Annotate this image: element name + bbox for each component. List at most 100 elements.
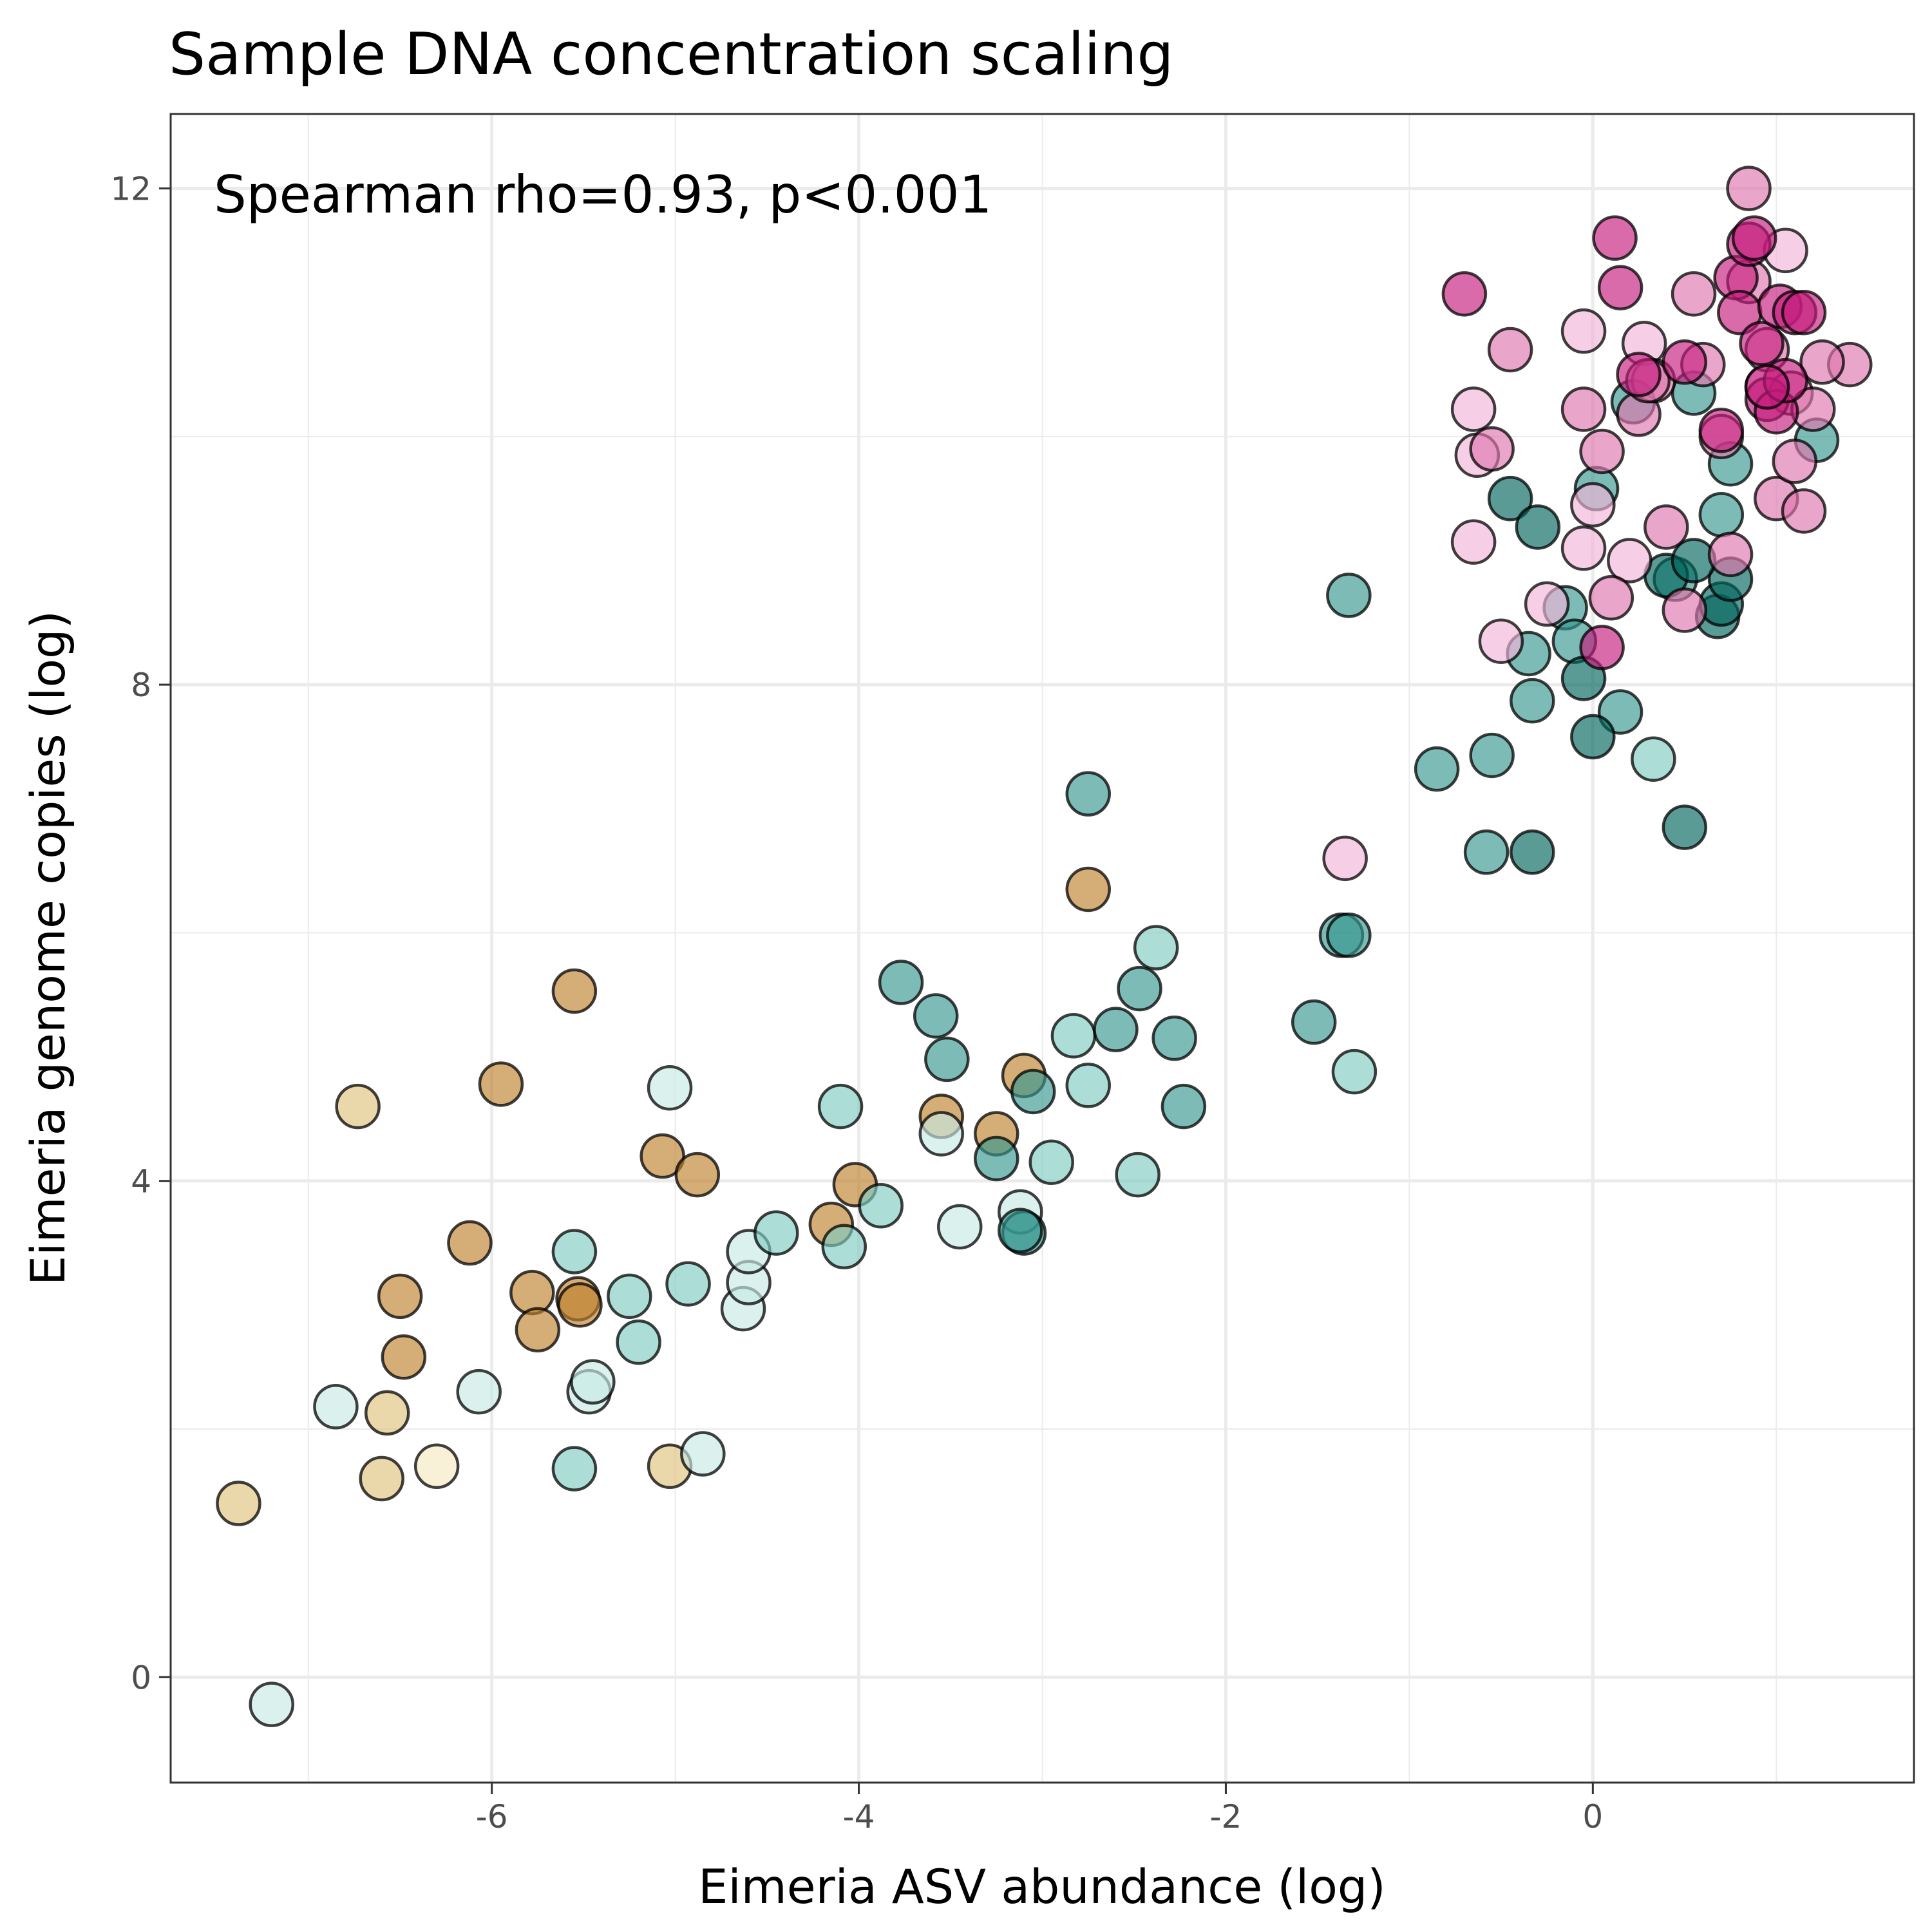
- data-point: [509, 1269, 555, 1316]
- data-point: [1510, 829, 1555, 875]
- data-point: [647, 1065, 693, 1111]
- data-point: [1607, 538, 1653, 583]
- x-tick-label: 0: [1582, 1798, 1603, 1835]
- data-point: [551, 1446, 598, 1492]
- data-point: [924, 1036, 970, 1083]
- data-point: [478, 1061, 524, 1107]
- data-point: [1487, 327, 1533, 373]
- data-point: [413, 1443, 460, 1490]
- data-point: [1441, 271, 1488, 317]
- data-point: [1115, 1151, 1160, 1198]
- spearman-annotation: Spearman rho=0.93, p<0.001: [214, 165, 992, 225]
- data-point: [1065, 1063, 1111, 1108]
- data-point: [1050, 1013, 1097, 1059]
- data-point: [821, 1224, 867, 1270]
- data-point: [1010, 1068, 1056, 1115]
- data-point: [1671, 271, 1717, 317]
- data-point: [1662, 804, 1708, 850]
- data-point: [616, 1319, 661, 1365]
- y-tick-label: 4: [131, 1163, 151, 1200]
- data-point: [1616, 352, 1662, 397]
- data-point: [1579, 625, 1625, 670]
- y-tick-label: 12: [110, 171, 151, 208]
- data-point: [1560, 525, 1607, 571]
- data-point: [1463, 829, 1510, 875]
- data-point: [216, 1481, 261, 1526]
- y-axis-title: Eimeria genome copies (log): [21, 611, 76, 1285]
- data-point: [381, 1334, 427, 1380]
- data-point: [1450, 386, 1497, 432]
- data-point: [1781, 289, 1827, 336]
- data-point: [377, 1273, 423, 1320]
- data-point: [335, 1083, 381, 1130]
- data-point: [1469, 732, 1515, 779]
- data-point: [674, 1151, 721, 1198]
- data-point: [359, 1455, 404, 1502]
- data-point: [665, 1261, 711, 1307]
- x-tick-label: -4: [843, 1798, 875, 1835]
- data-point: [1133, 925, 1179, 971]
- data-points: [216, 166, 1873, 1727]
- data-point: [1414, 746, 1460, 792]
- data-point: [1631, 736, 1676, 782]
- x-tick-label: -6: [476, 1798, 508, 1835]
- x-tick-label: -2: [1210, 1798, 1242, 1835]
- data-point: [1781, 488, 1827, 534]
- data-point: [1570, 714, 1616, 760]
- data-point: [1662, 339, 1708, 385]
- data-point: [998, 1208, 1043, 1254]
- plot-border: [169, 113, 1915, 1784]
- data-point: [1698, 407, 1745, 453]
- data-point: [1065, 866, 1111, 913]
- data-point: [557, 1282, 603, 1328]
- data-point: [1588, 575, 1634, 621]
- data-point: [1487, 475, 1533, 522]
- data-point: [313, 1384, 359, 1430]
- data-point: [1322, 835, 1368, 882]
- data-point: [1662, 587, 1708, 633]
- y-tick-label: 8: [131, 667, 151, 704]
- data-point: [1592, 215, 1638, 261]
- data-point: [1515, 504, 1561, 550]
- data-point: [1570, 482, 1616, 528]
- data-point: [913, 993, 959, 1039]
- data-point: [1739, 321, 1785, 366]
- data-point: [680, 1431, 726, 1477]
- data-point: [249, 1681, 294, 1727]
- data-point: [1450, 519, 1497, 565]
- data-point: [1510, 677, 1555, 724]
- data-point: [1597, 265, 1643, 310]
- data-point: [1291, 999, 1337, 1045]
- data-point: [1698, 491, 1745, 538]
- axes: -6 -4 -2 0 0 4 8 12: [110, 171, 1603, 1835]
- data-point: [570, 1359, 616, 1405]
- data-point: [1726, 166, 1772, 211]
- data-point: [1744, 364, 1790, 410]
- data-point: [551, 1229, 598, 1274]
- data-point: [858, 1182, 904, 1229]
- chart-title: Sample DNA concentration scaling: [169, 21, 1174, 88]
- data-point: [515, 1307, 561, 1353]
- data-point: [1579, 428, 1625, 475]
- data-point: [817, 1083, 864, 1130]
- data-point: [1524, 581, 1570, 627]
- data-point: [1469, 426, 1515, 472]
- data-point: [1326, 573, 1372, 618]
- data-point: [1731, 215, 1777, 261]
- data-point: [1560, 308, 1607, 354]
- y-tick-label: 0: [131, 1659, 151, 1696]
- data-point: [607, 1273, 652, 1320]
- data-point: [1478, 618, 1524, 664]
- data-point: [753, 1210, 799, 1256]
- data-point: [878, 960, 924, 1005]
- data-point: [974, 1135, 1019, 1182]
- data-point: [456, 1368, 502, 1415]
- data-point: [364, 1390, 410, 1436]
- data-point: [1160, 1083, 1207, 1130]
- data-point: [551, 968, 598, 1014]
- data-point: [1643, 504, 1689, 550]
- data-point: [447, 1220, 493, 1266]
- x-axis-title: Eimeria ASV abundance (log): [698, 1860, 1386, 1915]
